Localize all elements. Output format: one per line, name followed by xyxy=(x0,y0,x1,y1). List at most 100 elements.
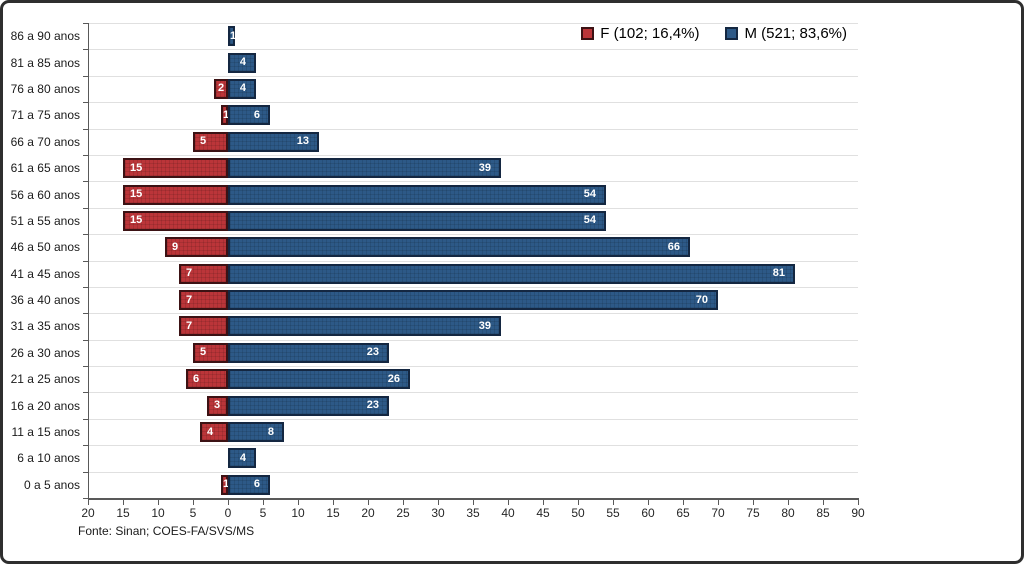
x-tick-label: 45 xyxy=(536,506,550,520)
x-axis-tick xyxy=(473,500,474,505)
category-axis-tick xyxy=(83,154,88,156)
m-bar: 70 xyxy=(228,290,718,311)
bar-value-label: 1 xyxy=(230,29,237,42)
legend-label-m: M (521; 83,6%) xyxy=(744,25,847,42)
legend-item-m: M (521; 83,6%) xyxy=(725,25,847,42)
x-tick-label: 5 xyxy=(259,506,267,520)
bar-value-label: 15 xyxy=(130,161,143,174)
x-axis-tick xyxy=(753,500,754,505)
gridline xyxy=(88,392,858,394)
bar-value-label: 66 xyxy=(667,240,680,253)
category-label: 21 a 25 anos xyxy=(10,372,80,387)
m-bar: 26 xyxy=(228,369,410,390)
f-bar: 4 xyxy=(200,422,228,443)
bar-value-label: 6 xyxy=(193,372,200,385)
category-axis-tick xyxy=(83,102,88,104)
f-bar: 15 xyxy=(123,210,228,231)
x-axis-tick xyxy=(683,500,684,505)
category-label: 31 a 35 anos xyxy=(10,319,80,334)
category-label: 6 a 10 anos xyxy=(17,451,80,466)
gridline xyxy=(88,471,858,473)
bar-value-label: 70 xyxy=(695,293,708,306)
x-tick-label: 65 xyxy=(676,506,690,520)
x-tick-label: 25 xyxy=(396,506,410,520)
bar-value-label: 1 xyxy=(223,478,230,491)
category-label: 46 a 50 anos xyxy=(10,240,80,255)
m-bar: 1 xyxy=(228,26,237,47)
legend: F (102; 16,4%) M (521; 83,6%) xyxy=(581,25,847,42)
f-bar: 6 xyxy=(186,369,228,390)
f-bar: 2 xyxy=(214,78,228,99)
x-axis-tick xyxy=(298,500,299,505)
x-axis-tick xyxy=(88,500,89,505)
category-label: 26 a 30 anos xyxy=(10,345,80,360)
bar-value-label: 13 xyxy=(296,135,309,148)
x-axis-tick xyxy=(193,500,194,505)
x-axis-tick xyxy=(403,500,404,505)
category-label: 66 a 70 anos xyxy=(10,134,80,149)
x-axis-tick xyxy=(438,500,439,505)
m-bar: 23 xyxy=(228,395,389,416)
x-tick-label: 35 xyxy=(466,506,480,520)
category-axis-tick xyxy=(83,286,88,288)
x-axis-tick xyxy=(368,500,369,505)
bar-value-label: 4 xyxy=(239,451,246,464)
legend-swatch-f-icon xyxy=(581,27,595,40)
x-tick-label: 20 xyxy=(361,506,375,520)
category-label: 71 a 75 anos xyxy=(10,108,80,123)
f-bar: 5 xyxy=(193,131,228,152)
category-axis-tick xyxy=(83,471,88,473)
f-bar: 7 xyxy=(179,316,228,337)
category-axis-tick xyxy=(83,23,88,24)
gridline xyxy=(88,102,858,104)
bar-value-label: 4 xyxy=(207,425,214,438)
m-bar: 4 xyxy=(228,52,256,73)
x-tick-label: 60 xyxy=(641,506,655,520)
category-label: 0 a 5 anos xyxy=(23,477,80,492)
gridline xyxy=(88,339,858,341)
x-axis-tick xyxy=(578,500,579,505)
m-bar: 8 xyxy=(228,422,284,443)
gridline xyxy=(88,418,858,420)
gridline xyxy=(88,234,858,236)
bar-value-label: 15 xyxy=(130,214,143,227)
x-axis-tick xyxy=(648,500,649,505)
x-tick-label: 55 xyxy=(606,506,620,520)
x-tick-label: 75 xyxy=(746,506,760,520)
f-bar: 5 xyxy=(193,342,228,363)
category-axis-tick xyxy=(83,418,88,420)
bar-value-label: 7 xyxy=(186,267,193,280)
x-tick-label: 15 xyxy=(326,506,340,520)
x-tick-label: 70 xyxy=(711,506,725,520)
x-axis-tick xyxy=(508,500,509,505)
x-tick-label: 20 xyxy=(81,506,95,520)
category-axis-tick xyxy=(83,392,88,394)
m-bar: 66 xyxy=(228,237,690,258)
legend-swatch-m-icon xyxy=(725,27,739,40)
x-axis-tick xyxy=(718,500,719,505)
gridline xyxy=(88,49,858,51)
x-axis-tick xyxy=(263,500,264,505)
category-axis-line xyxy=(88,23,89,498)
x-axis-tick xyxy=(228,500,229,505)
m-bar: 54 xyxy=(228,210,606,231)
gridline xyxy=(88,128,858,130)
category-axis-tick xyxy=(83,445,88,447)
category-label: 76 a 80 anos xyxy=(10,81,80,96)
x-tick-label: 50 xyxy=(571,506,585,520)
category-label: 86 a 90 anos xyxy=(10,29,80,44)
category-axis-tick xyxy=(83,260,88,262)
m-bar: 4 xyxy=(228,448,256,469)
bar-value-label: 26 xyxy=(387,372,400,385)
x-tick-label: 80 xyxy=(781,506,795,520)
m-bar: 39 xyxy=(228,158,501,179)
gridline xyxy=(88,260,858,262)
bar-value-label: 39 xyxy=(478,319,491,332)
f-bar: 3 xyxy=(207,395,228,416)
bar-value-label: 81 xyxy=(772,267,785,280)
bar-value-label: 23 xyxy=(366,346,379,359)
gridline xyxy=(88,313,858,315)
bar-value-label: 8 xyxy=(267,425,274,438)
f-bar: 1 xyxy=(221,474,230,495)
category-axis-tick xyxy=(83,498,88,499)
